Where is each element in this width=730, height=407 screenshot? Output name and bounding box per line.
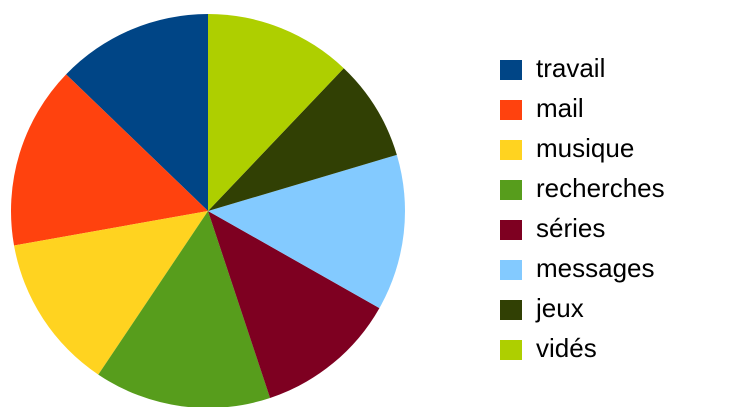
legend-label: vidés	[536, 333, 597, 363]
legend-label: mail	[536, 93, 584, 123]
legend-label: travail	[536, 53, 605, 83]
pie-slice	[208, 68, 397, 211]
pie-slice	[14, 211, 208, 375]
legend-swatch	[500, 300, 522, 320]
legend-swatch	[500, 260, 522, 280]
pie-slice	[98, 211, 271, 407]
legend-swatch	[500, 60, 522, 80]
legend-label: jeux	[535, 293, 584, 323]
pie-slice	[208, 154, 405, 309]
pie-slice	[66, 14, 208, 211]
pie-slice	[11, 74, 209, 246]
legend-swatch	[500, 220, 522, 240]
legend-swatch	[500, 180, 522, 200]
legend-swatch	[500, 100, 522, 120]
legend-swatch	[500, 140, 522, 160]
legend-label: recherches	[536, 173, 665, 203]
legend-label: messages	[536, 253, 655, 283]
pie-slice	[208, 211, 380, 398]
pie-slice	[208, 14, 344, 211]
legend-label: musique	[536, 133, 634, 163]
legend-swatch	[500, 340, 522, 360]
legend-label: séries	[536, 213, 605, 243]
